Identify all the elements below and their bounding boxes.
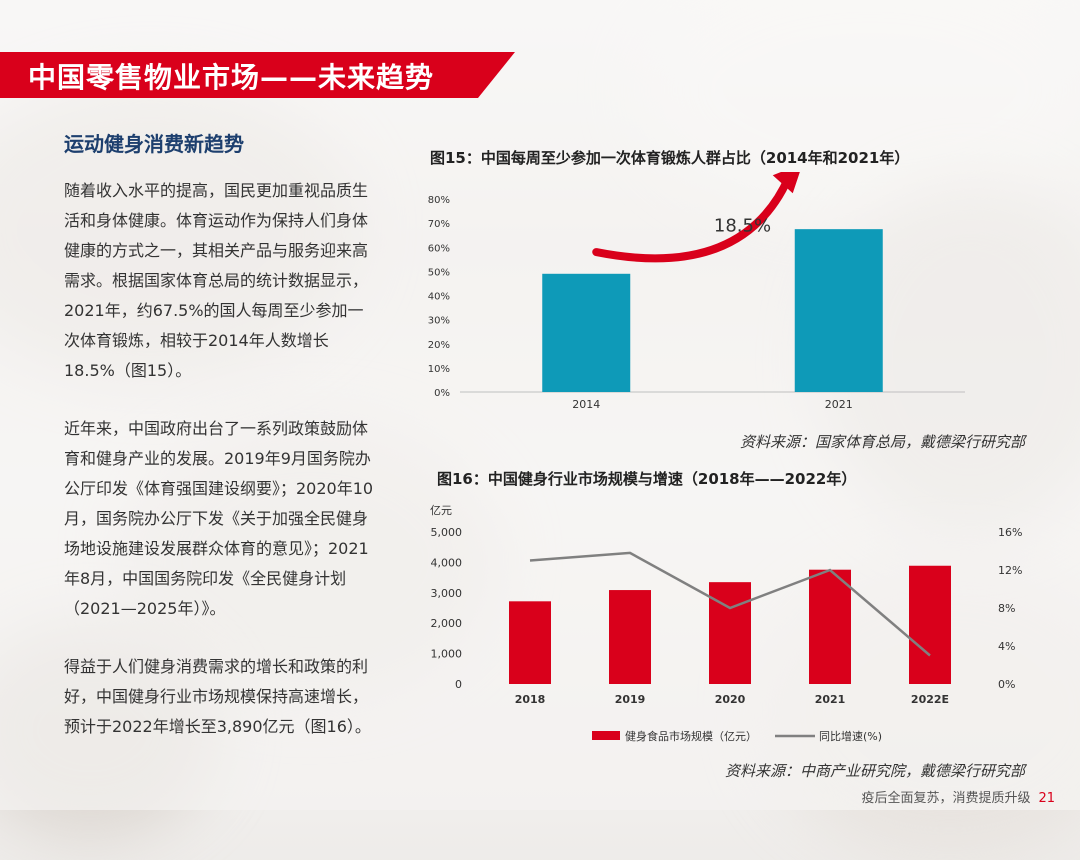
x-tick-label: 2021	[815, 693, 846, 706]
y-tick-label: 50%	[428, 267, 450, 278]
figure16-source: 资料来源：中商产业研究院，戴德梁行研究部	[724, 762, 1025, 780]
y-tick-label: 0	[455, 678, 462, 691]
y-tick-label: 10%	[428, 364, 450, 375]
y2-tick-label: 0%	[998, 678, 1015, 691]
page-title: 中国零售物业市场——未来趋势	[28, 61, 435, 94]
bar	[809, 569, 851, 684]
x-tick-label: 2021	[825, 398, 853, 411]
y2-tick-label: 4%	[998, 640, 1015, 653]
bar	[542, 273, 631, 392]
title-banner	[0, 52, 515, 98]
legend-label: 同比增速(%)	[819, 729, 882, 743]
x-tick-label: 2014	[572, 398, 600, 411]
y2-tick-label: 8%	[998, 602, 1015, 615]
x-tick-label: 2020	[715, 693, 746, 706]
growth-arrow-head	[772, 172, 800, 194]
figure15-chart: 0% 10% 20% 30% 40% 50% 60% 70% 80% 2014 2021 18.5%	[428, 172, 965, 411]
bar	[794, 229, 883, 392]
x-tick-label: 2022E	[911, 693, 949, 706]
footer-text: 疫后全面复苏，消费提质升级	[861, 791, 1031, 806]
legend-label: 健身食品市场规模（亿元）	[625, 729, 757, 743]
bar	[909, 565, 951, 684]
growth-arrow	[592, 173, 793, 263]
y-tick-label: 4,000	[431, 556, 463, 569]
figure15-title: 图15：中国每周至少参加一次体育锻炼人群占比（2014年和2021年）	[430, 149, 910, 167]
y-axis-unit: 亿元	[430, 504, 452, 517]
y-tick-label: 60%	[428, 243, 450, 254]
y-tick-label: 3,000	[431, 587, 463, 600]
y-tick-label: 2,000	[431, 617, 463, 630]
page-footer: 疫后全面复苏，消费提质升级 21	[861, 787, 1055, 806]
figure15-source: 资料来源：国家体育总局，戴德梁行研究部	[739, 433, 1025, 451]
figure16-title: 图16：中国健身行业市场规模与增速（2018年——2022年）	[437, 470, 857, 488]
y-tick-label: 30%	[428, 316, 450, 327]
bar	[609, 590, 651, 684]
section-heading: 运动健身消费新趋势	[64, 132, 244, 156]
y-tick-label: 40%	[428, 292, 450, 303]
y2-tick-label: 16%	[998, 526, 1022, 539]
bar	[709, 582, 751, 684]
growth-line	[529, 551, 931, 657]
y2-tick-label: 12%	[998, 564, 1022, 577]
y-tick-label: 20%	[428, 340, 450, 351]
body-paragraph: 得益于人们健身消费需求的增长和政策的利好，中国健身行业市场规模保持高速增长，预计…	[64, 657, 371, 736]
page-number: 21	[1038, 791, 1055, 806]
x-tick-label: 2018	[515, 693, 546, 706]
y-tick-label: 0%	[434, 388, 450, 399]
y-tick-label: 1,000	[431, 648, 463, 661]
body-paragraph: 近年来，中国政府出台了一系列政策鼓励体育和健身产业的发展。2019年9月国务院办…	[64, 419, 374, 618]
y-tick-label: 70%	[428, 219, 450, 230]
growth-annotation: 18.5%	[714, 216, 771, 237]
y-tick-label: 80%	[428, 195, 450, 206]
y-tick-label: 5,000	[431, 526, 463, 539]
legend-swatch-bar	[592, 731, 620, 740]
figure16-chart: 亿元 0 1,000 2,000 3,000 4,000 5,000 0% 4% 8% 12% 16%…	[430, 504, 1022, 743]
bar	[509, 601, 551, 684]
body-paragraph: 随着收入水平的提高，国民更加重视品质生活和身体健康。体育运动作为保持人们身体健康…	[64, 181, 369, 380]
x-tick-label: 2019	[615, 693, 646, 706]
